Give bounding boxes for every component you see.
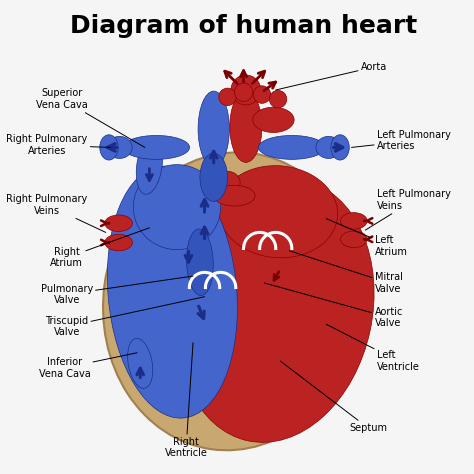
Text: Left
Atrium: Left Atrium xyxy=(326,219,407,257)
Text: Right Pulmonary
Arteries: Right Pulmonary Arteries xyxy=(6,134,110,156)
Ellipse shape xyxy=(230,91,262,162)
Ellipse shape xyxy=(215,171,240,194)
Ellipse shape xyxy=(253,107,294,132)
Text: Triscupid
Valve: Triscupid Valve xyxy=(45,297,204,337)
Text: Left Pulmonary
Veins: Left Pulmonary Veins xyxy=(365,190,451,230)
Ellipse shape xyxy=(253,86,271,103)
Ellipse shape xyxy=(105,215,132,231)
Text: Left
Ventricle: Left Ventricle xyxy=(326,324,419,372)
Ellipse shape xyxy=(198,91,229,167)
Ellipse shape xyxy=(107,166,237,418)
Ellipse shape xyxy=(219,88,236,106)
Ellipse shape xyxy=(105,234,132,251)
Ellipse shape xyxy=(128,338,153,388)
Ellipse shape xyxy=(316,137,341,158)
Ellipse shape xyxy=(103,152,361,450)
Text: Right Pulmonary
Veins: Right Pulmonary Veins xyxy=(6,194,106,232)
Text: Left Pulmonary
Arteries: Left Pulmonary Arteries xyxy=(352,130,451,151)
Ellipse shape xyxy=(100,135,118,160)
Ellipse shape xyxy=(340,231,367,247)
Text: Right
Atrium: Right Atrium xyxy=(50,228,149,268)
Text: Aorta: Aorta xyxy=(276,62,387,90)
Ellipse shape xyxy=(269,91,287,108)
Text: Inferior
Vena Cava: Inferior Vena Cava xyxy=(38,353,137,379)
Ellipse shape xyxy=(200,153,228,201)
Ellipse shape xyxy=(133,164,220,250)
Ellipse shape xyxy=(340,213,367,229)
Ellipse shape xyxy=(123,136,190,159)
Ellipse shape xyxy=(234,83,253,101)
Text: Mitral
Valve: Mitral Valve xyxy=(290,251,402,294)
Ellipse shape xyxy=(187,229,213,296)
Text: Pulmonary
Valve: Pulmonary Valve xyxy=(41,276,193,305)
Ellipse shape xyxy=(177,179,374,442)
Text: Superior
Vena Cava: Superior Vena Cava xyxy=(36,88,145,147)
Text: Septum: Septum xyxy=(280,361,387,433)
Ellipse shape xyxy=(331,135,349,160)
Ellipse shape xyxy=(219,166,337,258)
Text: Aortic
Valve: Aortic Valve xyxy=(264,283,403,328)
Ellipse shape xyxy=(231,75,261,105)
Ellipse shape xyxy=(136,137,163,194)
Ellipse shape xyxy=(258,136,325,159)
Text: Right
Ventricle: Right Ventricle xyxy=(164,343,208,458)
Ellipse shape xyxy=(214,185,255,206)
Text: Diagram of human heart: Diagram of human heart xyxy=(70,14,417,38)
Ellipse shape xyxy=(107,137,132,158)
